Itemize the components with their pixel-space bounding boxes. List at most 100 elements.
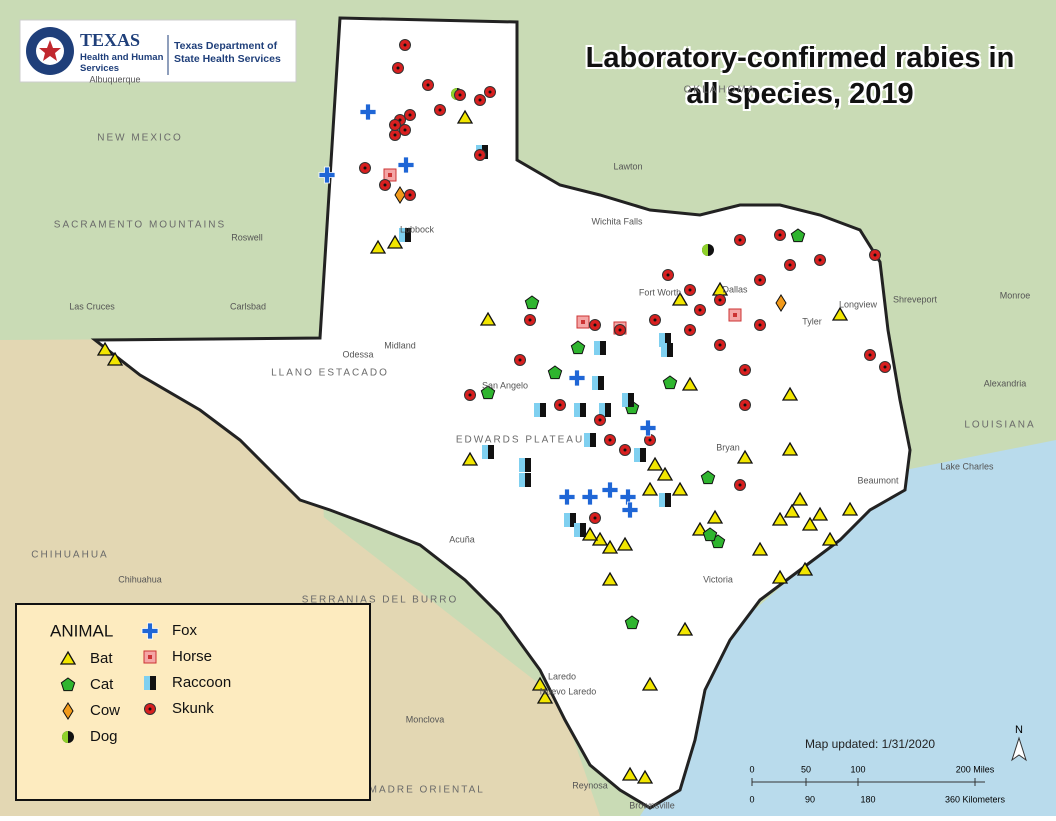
skunk-marker-dot (403, 128, 407, 132)
cat-marker (524, 295, 540, 310)
raccoon-marker (144, 676, 150, 690)
bat-marker (751, 541, 769, 556)
region-label: LLANO ESTACADO (271, 368, 389, 379)
horse-marker-dot (148, 655, 152, 659)
skunk-marker-dot (883, 365, 887, 369)
place-label: Midland (384, 340, 416, 350)
skunk-marker-dot (426, 83, 430, 87)
region-label: SIERRA MADRE ORIENTAL (315, 785, 485, 796)
dog-marker-half (702, 244, 708, 256)
skunk-marker-dot (758, 278, 762, 282)
cat-marker (547, 365, 563, 380)
horse-marker-dot (733, 313, 737, 317)
legend-items: Bat Cat Cow Dog Fox Horse Raccoon Skunk (59, 622, 231, 745)
skunk-marker-dot (788, 263, 792, 267)
bat-marker (811, 506, 829, 521)
bat-marker (796, 561, 814, 576)
skunk-marker-dot (438, 108, 442, 112)
cat-marker (700, 470, 716, 485)
title-box: Laboratory-confirmed rabies in all speci… (585, 42, 1015, 110)
place-label: Laredo (548, 671, 576, 681)
cat-marker (570, 340, 586, 355)
raccoon-marker-dark (667, 343, 673, 357)
skunk-marker-dot (593, 323, 597, 327)
bat-marker (616, 536, 634, 551)
raccoon-marker-dark (598, 376, 604, 390)
place-label: Las Cruces (69, 301, 115, 311)
place-label: Longview (839, 299, 878, 309)
region-label: NEW MEXICO (97, 133, 183, 144)
region-label: OKLAHOMA (684, 85, 757, 96)
raccoon-marker-dark (580, 523, 586, 537)
bat-marker (531, 676, 549, 691)
raccoon-marker-dark (525, 473, 531, 487)
cat-marker (60, 677, 76, 692)
cat-marker (702, 527, 718, 542)
bat-marker (791, 491, 809, 506)
bat-marker (461, 451, 479, 466)
scale: 0 0 50 90 100 180 200 Miles 360 Kilometers (749, 764, 1005, 804)
skunk-marker-dot (363, 166, 367, 170)
raccoon-marker-dark (628, 393, 634, 407)
raccoon-marker-dark (605, 403, 611, 417)
bat-marker (656, 466, 674, 481)
raccoon-marker-dark (405, 228, 411, 242)
raccoon-marker-dark (590, 433, 596, 447)
bat-marker (781, 441, 799, 456)
skunk-marker-dot (666, 273, 670, 277)
skunk-marker-dot (408, 193, 412, 197)
skunk-marker-dot (868, 353, 872, 357)
place-label: Albuquerque (89, 74, 140, 84)
bat-marker (706, 509, 724, 524)
north-arrow (1011, 736, 1027, 762)
markers (96, 39, 891, 784)
title: Laboratory-confirmed rabies in all speci… (585, 42, 1015, 110)
skunk-marker-dot (478, 153, 482, 157)
skunk-marker-dot (738, 238, 742, 242)
bat-marker (59, 650, 77, 665)
scale-label-km: 90 (805, 794, 815, 804)
skunk-marker-dot (148, 707, 152, 711)
skunk-marker-dot (393, 123, 397, 127)
region-label: EDWARDS PLATEAU (456, 435, 584, 446)
raccoon-marker-dark (540, 403, 546, 417)
raccoon-marker-dark (640, 448, 646, 462)
logo-subtitle-box: Health and Human Services (80, 52, 163, 74)
place-label: Lubbock (400, 224, 435, 234)
raccoon-marker-dark (665, 493, 671, 507)
raccoon-marker (482, 445, 488, 459)
bat-marker (456, 109, 474, 124)
skunk-marker-dot (396, 66, 400, 70)
skunk-marker-dot (873, 253, 877, 257)
raccoon-marker (634, 448, 640, 462)
skunk-marker-dot (688, 288, 692, 292)
fox-marker (359, 103, 377, 121)
raccoon-marker-dark (150, 676, 156, 690)
raccoon-marker-dark (665, 333, 671, 347)
legend-label: Bat (90, 650, 113, 667)
bat-marker (681, 376, 699, 391)
skunk-marker-dot (558, 403, 562, 407)
skunk-marker-dot (468, 393, 472, 397)
bat-marker (783, 503, 801, 518)
raccoon-marker (534, 403, 540, 417)
skunk-marker-dot (398, 118, 402, 122)
bat-marker (671, 481, 689, 496)
scale-label-km: 0 (749, 794, 754, 804)
bat-marker (386, 234, 404, 249)
skunk-marker-dot (718, 343, 722, 347)
scale-label-miles: 50 (801, 764, 811, 774)
cat-marker (480, 385, 496, 400)
north-label: N (1015, 724, 1023, 736)
skunk-marker-dot (518, 358, 522, 362)
raccoon-marker-dark (570, 513, 576, 527)
place-labels: NEW MEXICO OKLAHOMA LOUISIANA CHIHUAHUA SACR… (31, 74, 1033, 810)
raccoon-marker-dark (580, 403, 586, 417)
raccoon-marker (659, 493, 665, 507)
legend-title: ANIMAL (50, 621, 113, 640)
legend (15, 603, 371, 801)
scale-label-miles: 200 Miles (956, 764, 995, 774)
cow-marker (394, 186, 406, 204)
cow-marker (62, 702, 74, 720)
